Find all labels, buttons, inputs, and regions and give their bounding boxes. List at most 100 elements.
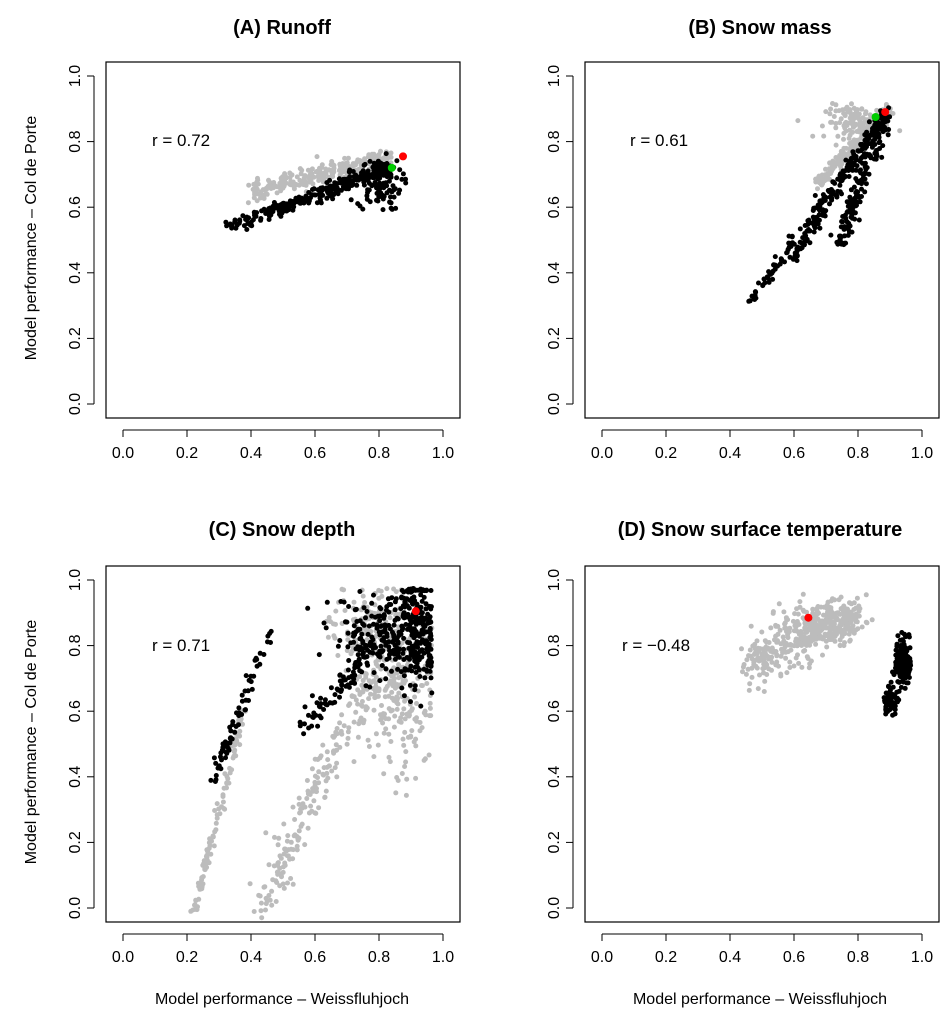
data-point (325, 634, 331, 640)
data-point (267, 897, 273, 903)
data-point (389, 695, 395, 701)
data-point (837, 120, 843, 126)
data-point (837, 189, 843, 195)
data-point (428, 655, 434, 661)
data-point (272, 834, 277, 840)
data-point (292, 817, 298, 822)
data-point (200, 881, 206, 887)
data-point (215, 765, 221, 771)
data-point (813, 641, 819, 647)
data-point (268, 640, 273, 645)
data-point (858, 170, 864, 176)
data-point (290, 804, 296, 810)
data-point (414, 701, 419, 706)
data-point (428, 637, 434, 642)
data-point (223, 219, 229, 225)
data-point (835, 133, 841, 139)
data-point (211, 843, 217, 849)
data-point (842, 125, 848, 131)
data-point (839, 234, 844, 240)
data-point (269, 209, 275, 215)
data-point (752, 646, 758, 652)
data-point (340, 677, 346, 683)
data-point (753, 295, 759, 301)
data-point (834, 610, 840, 616)
data-point (391, 647, 397, 653)
data-point (823, 109, 829, 115)
data-point (264, 191, 270, 197)
data-point (395, 650, 401, 656)
data-point (904, 648, 910, 654)
data-point (355, 157, 361, 163)
data-point (285, 880, 290, 886)
data-point (850, 122, 855, 127)
data-point (357, 718, 363, 724)
data-point (407, 656, 412, 662)
data-point (359, 631, 365, 637)
data-point (271, 205, 276, 211)
data-point (408, 734, 414, 740)
data-point (782, 259, 787, 265)
data-point (775, 639, 781, 645)
data-point (408, 663, 414, 669)
data-point (223, 755, 228, 761)
data-point (258, 900, 264, 906)
data-point (373, 680, 379, 686)
data-point (391, 632, 397, 638)
data-point (818, 198, 824, 204)
data-point (356, 166, 362, 172)
data-point (384, 183, 390, 189)
y-tick-label: 0.8 (67, 634, 84, 656)
data-point (316, 769, 322, 775)
data-point (867, 112, 873, 118)
data-point (798, 245, 804, 251)
data-point (848, 601, 854, 607)
data-point (842, 151, 848, 157)
data-point (863, 166, 869, 172)
data-point (869, 617, 875, 623)
data-point (219, 757, 224, 763)
data-point (275, 842, 281, 848)
data-point (371, 754, 377, 760)
y-tick-label: 0.0 (67, 393, 84, 415)
data-point (863, 592, 869, 598)
data-point (760, 666, 766, 672)
data-point (343, 181, 349, 186)
data-point (376, 595, 382, 601)
data-point (853, 615, 859, 621)
data-point (361, 622, 367, 628)
data-point (842, 640, 847, 646)
data-point (378, 193, 384, 199)
data-point (899, 630, 905, 635)
x-tick-label: 0.8 (847, 445, 869, 462)
data-point (274, 190, 280, 196)
data-point (213, 820, 219, 826)
data-point (768, 655, 774, 661)
data-point (380, 720, 386, 726)
data-point (285, 833, 291, 839)
data-point (412, 687, 418, 693)
data-point (299, 167, 305, 173)
data-point (268, 628, 274, 634)
data-point (370, 637, 376, 643)
y-axis-label: Model performance – Col de Porte (23, 620, 40, 865)
correlation-label: r = 0.71 (152, 636, 210, 655)
data-point (756, 280, 761, 286)
data-point (832, 192, 838, 198)
y-tick-label: 0.0 (67, 897, 84, 919)
data-point (311, 186, 317, 192)
data-point (821, 133, 827, 139)
data-point (800, 607, 806, 613)
data-point (326, 615, 332, 620)
data-point (413, 743, 419, 749)
data-point (302, 704, 308, 710)
data-point (233, 724, 239, 729)
data-point (845, 223, 851, 229)
data-point (333, 608, 339, 614)
data-point (319, 165, 325, 170)
data-point (428, 619, 434, 625)
data-point (321, 620, 327, 626)
data-point (812, 193, 818, 198)
data-point (747, 647, 753, 653)
data-point (812, 617, 818, 623)
